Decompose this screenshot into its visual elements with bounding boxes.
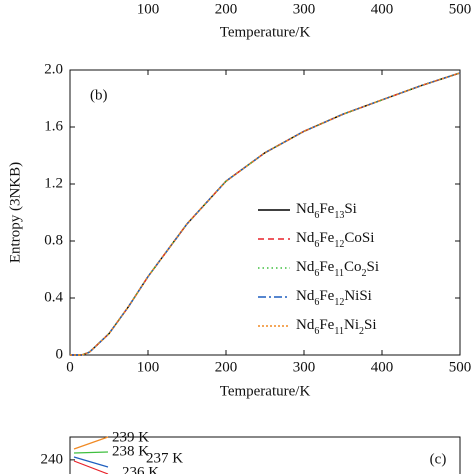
y-tick-label: 0 — [56, 346, 64, 362]
x-axis-label: Temperature/K — [220, 383, 311, 399]
entropy-line — [70, 72, 461, 356]
y-tick-label: 240 — [41, 451, 64, 467]
panel-c-arrows — [73, 436, 109, 474]
y-tick-label: 0.4 — [44, 289, 63, 305]
temperature-annotation: 236 K — [122, 464, 159, 474]
x-tick-label: 400 — [371, 1, 394, 17]
x-tick-label: 0 — [66, 359, 74, 375]
x-tick-label: 100 — [137, 359, 160, 375]
y-tick-label: 1.6 — [44, 118, 63, 134]
x-tick-label: 300 — [293, 1, 316, 17]
temperature-annotation: 238 K — [112, 443, 149, 459]
legend-label: Nd6Fe12NiSi — [296, 288, 372, 307]
panel-label: (b) — [90, 87, 108, 103]
temperature-annotation: 239 K — [112, 429, 149, 445]
arrow — [73, 436, 109, 450]
x-tick-label: 200 — [215, 1, 238, 17]
entropy-line — [70, 72, 461, 356]
legend-label: Nd6Fe13Si — [296, 201, 357, 220]
x-tick-label: 400 — [371, 359, 394, 375]
x-tick-label: 100 — [137, 1, 160, 17]
y-tick-label: 2.0 — [44, 61, 63, 77]
panel-label: (c) — [430, 451, 447, 467]
y-tick-label: 0.8 — [44, 232, 63, 248]
legend-label: Nd6Fe11Ni2Si — [296, 317, 377, 336]
x-axis-label: Temperature/K — [220, 24, 311, 40]
arrow — [73, 451, 109, 454]
x-tick-label: 200 — [215, 359, 238, 375]
entropy-line — [70, 72, 461, 356]
x-tick-label: 300 — [293, 359, 316, 375]
y-axis-label: Entropy (3NKB) — [7, 162, 23, 263]
arrow — [73, 460, 109, 474]
panel-b-frame — [69, 69, 461, 356]
legend-label: Nd6Fe12CoSi — [296, 230, 374, 249]
x-tick-label: 500 — [449, 1, 472, 17]
temperature-annotation: 237 K — [146, 450, 183, 466]
entropy-line — [70, 72, 461, 356]
legend-label: Nd6Fe11Co2Si — [296, 259, 379, 278]
x-tick-label: 500 — [449, 359, 472, 375]
panel-c-frame — [69, 436, 461, 474]
entropy-line — [70, 72, 461, 356]
arrow — [73, 456, 109, 468]
y-tick-label: 1.2 — [44, 175, 63, 191]
